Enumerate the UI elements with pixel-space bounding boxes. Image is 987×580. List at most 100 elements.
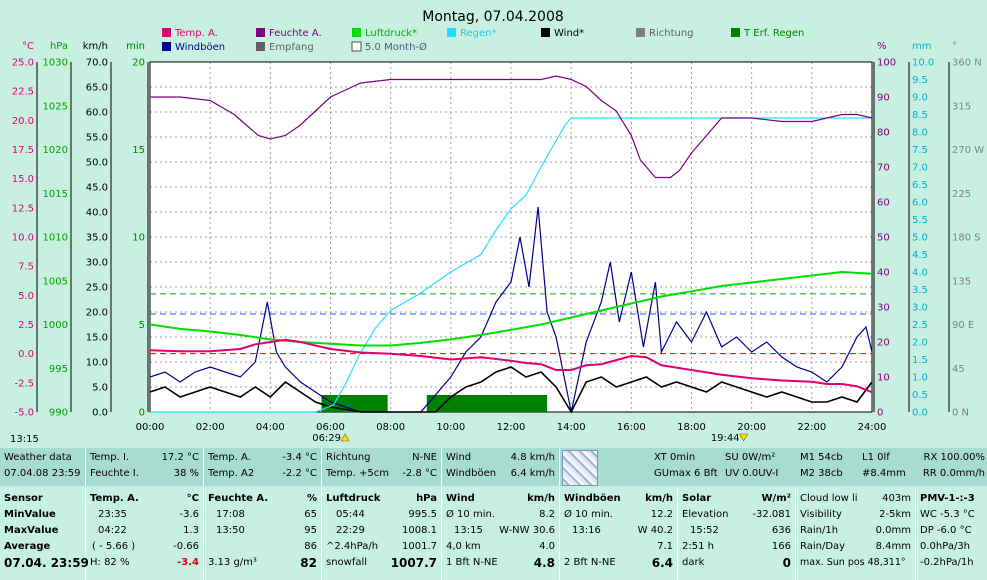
axis-rain-tick-16: 8.0 bbox=[912, 128, 928, 139]
gust-stats-cell: Windböen km/h Ø 10 min. 12.2 13:16 W 40.2 7… bbox=[560, 488, 678, 580]
axis-rain-tick-1: 0.5 bbox=[912, 390, 928, 401]
hum-max-time: 13:50 bbox=[216, 525, 245, 536]
visibility-value: 2-5km bbox=[879, 509, 911, 520]
weather-chart: °C -5.0 -2.5 0.0 2.5 5.0 7.5 10.0 12.5 15.0 17.5 20… bbox=[10, 9, 985, 445]
axis-rain-tick-15: 7.5 bbox=[912, 145, 928, 156]
temp-max-value: 1.3 bbox=[183, 525, 199, 536]
marker-start-time: 13:15 bbox=[10, 434, 39, 445]
solar-state: dark bbox=[682, 557, 705, 568]
axis-temp-tick-4: 5.0 bbox=[18, 291, 34, 302]
legend-swatch-3 bbox=[447, 28, 456, 37]
series-line-windb-en bbox=[149, 206, 873, 413]
temp-now-extra: H: 82 % bbox=[90, 557, 130, 568]
press-min-value: 995.5 bbox=[408, 509, 437, 520]
visibility-label: Visibility bbox=[800, 509, 842, 520]
outside-temp-value: -3.4 °C bbox=[282, 452, 317, 463]
windstats-unit: km/h bbox=[527, 493, 555, 504]
reference-lines bbox=[150, 293, 872, 355]
direction-cell: Richtung N-NE Temp. +5cm -2.8 °C bbox=[322, 448, 442, 486]
temp-min-value: -3.6 bbox=[179, 509, 199, 520]
axis-temp-tick-10: 20.0 bbox=[12, 116, 34, 127]
sun-pos-value: max. Sun pos 48,311° bbox=[800, 557, 906, 568]
forecast-cell: XT 0min SU 0W/m² GUmax 6 Bft UV 0.0UV-I bbox=[598, 448, 796, 486]
axis-humidity-tick-4: 40 bbox=[877, 268, 890, 279]
inside-temp-value: 17.2 °C bbox=[161, 452, 199, 463]
axis-temp-tick-8: 15.0 bbox=[12, 174, 34, 185]
axis-humidity-tick-10: 100 bbox=[877, 58, 896, 69]
outside-cell: Temp. A. -3.4 °C Temp. A2 -2.2 °C bbox=[204, 448, 322, 486]
axis-rain-tick-6: 3.0 bbox=[912, 303, 928, 314]
press-now-value: 1007.7 bbox=[390, 556, 437, 570]
pressure-trend-1h: -0.2hPa/1h bbox=[920, 557, 974, 568]
axis-rain-tick-12: 6.0 bbox=[912, 198, 928, 209]
axis-pressure-tick-4: 1010 bbox=[43, 233, 68, 244]
axis-unit-pressure: hPa bbox=[50, 41, 68, 52]
axis-pressure-tick-3: 1005 bbox=[43, 276, 68, 287]
inside-temp-label: Temp. I. bbox=[90, 452, 130, 463]
axis-wind-tick-2: 10.0 bbox=[86, 358, 108, 369]
x-tick-4: 08:00 bbox=[376, 422, 405, 433]
axis-direction-tick-3: 135 bbox=[952, 276, 971, 287]
axis-wind-tick-0: 0.0 bbox=[92, 408, 108, 419]
sensor-max-label: MaxValue bbox=[4, 525, 59, 536]
marker-sunset-time: 19:44 bbox=[711, 433, 740, 444]
axis-rain-tick-5: 2.5 bbox=[912, 320, 928, 331]
windstats-max-value: W-NW 30.6 bbox=[499, 525, 555, 536]
axis-pressure-tick-1: 995 bbox=[49, 364, 68, 375]
dewpoint-value: DP -6.0 °C bbox=[920, 525, 972, 536]
forecast-gu: GUmax 6 Bft bbox=[654, 468, 718, 479]
press-now-extra: snowfall bbox=[326, 557, 368, 568]
hum-min-time: 17:08 bbox=[216, 509, 245, 520]
axis-rain-tick-9: 4.5 bbox=[912, 250, 928, 261]
x-tick-1: 02:00 bbox=[196, 422, 225, 433]
inside-hum-label: Feuchte I. bbox=[90, 468, 139, 479]
current-values-row: Weather data 07.04.08 23:59 Temp. I. 17.2… bbox=[0, 448, 987, 486]
axis-rain-tick-3: 1.5 bbox=[912, 355, 928, 366]
moon-m1: M1 54cb bbox=[800, 452, 843, 463]
guststats-now-value: 6.4 bbox=[651, 556, 673, 570]
guststats-avg-value: 12.2 bbox=[650, 509, 673, 520]
cloud-label: Cloud low li bbox=[800, 493, 858, 504]
axis-minutes-tick-0: 0 bbox=[139, 408, 145, 419]
legend-label-8: Empfang bbox=[269, 42, 314, 53]
x-tick-0: 00:00 bbox=[136, 422, 165, 433]
series-line-wind bbox=[149, 366, 873, 414]
hum-now-value: 82 bbox=[300, 556, 317, 570]
axis-unit-minutes: min bbox=[126, 41, 145, 52]
legend-label-7: Windböen bbox=[175, 42, 225, 53]
axis-unit-humidity: % bbox=[877, 41, 887, 52]
sensor-avg-label: Average bbox=[4, 541, 51, 552]
moon-cell: M1 54cb L1 0lf M2 38cb #8.4mm bbox=[796, 448, 916, 486]
x-tick-8: 16:00 bbox=[617, 422, 646, 433]
press-max-time: 22:29 bbox=[336, 525, 365, 536]
axis-humidity-tick-9: 90 bbox=[877, 93, 890, 104]
axis-pressure-tick-5: 1015 bbox=[43, 189, 68, 200]
axis-temp-tick-2: 0.0 bbox=[18, 349, 34, 360]
axis-humidity-tick-3: 30 bbox=[877, 303, 890, 314]
axis-rain-tick-10: 5.0 bbox=[912, 233, 928, 244]
pressure-trend-3h: 0.0hPa/3h bbox=[920, 541, 971, 552]
pmv-title: PMV-1-:-3 bbox=[920, 493, 975, 504]
moon-l1: L1 0lf bbox=[862, 452, 890, 463]
legend-swatch-8 bbox=[256, 42, 265, 51]
hum-unit: % bbox=[306, 493, 317, 504]
pressure-stats-cell: Luftdruck hPa 05:44 995.5 22:29 1008.1 ^2.4… bbox=[322, 488, 442, 580]
axis-wind-tick-12: 60.0 bbox=[86, 108, 108, 119]
inside-hum-value: 38 % bbox=[173, 468, 199, 479]
axis-minutes-tick-1: 5 bbox=[139, 320, 145, 331]
windstats-title: Wind bbox=[446, 493, 475, 504]
cloud-stats-cell: Cloud low li 403m Visibility 2-5km Rain/1h… bbox=[796, 488, 916, 580]
guststats-run-value: 7.1 bbox=[657, 541, 673, 552]
pmv-cell: PMV-1-:-3 WC -5.3 °C DP -6.0 °C 0.0hPa/3… bbox=[916, 488, 987, 580]
legend-swatch-1 bbox=[256, 28, 265, 37]
press-avg-extra: ^2.4hPa/h bbox=[326, 541, 379, 552]
ground-temp-label: Temp. +5cm bbox=[326, 468, 389, 479]
axis-wind-tick-4: 20.0 bbox=[86, 308, 108, 319]
axis-wind-tick-10: 50.0 bbox=[86, 158, 108, 169]
hum-max-value: 95 bbox=[304, 525, 317, 536]
forecast-uv: UV 0.0UV-I bbox=[725, 468, 779, 479]
wind-value: 4.8 km/h bbox=[510, 452, 555, 463]
axis-rain-tick-2: 1.0 bbox=[912, 373, 928, 384]
status-panel: Weather data 07.04.08 23:59 Temp. I. 17.2… bbox=[0, 448, 987, 580]
outside-temp2-value: -2.2 °C bbox=[282, 468, 317, 479]
